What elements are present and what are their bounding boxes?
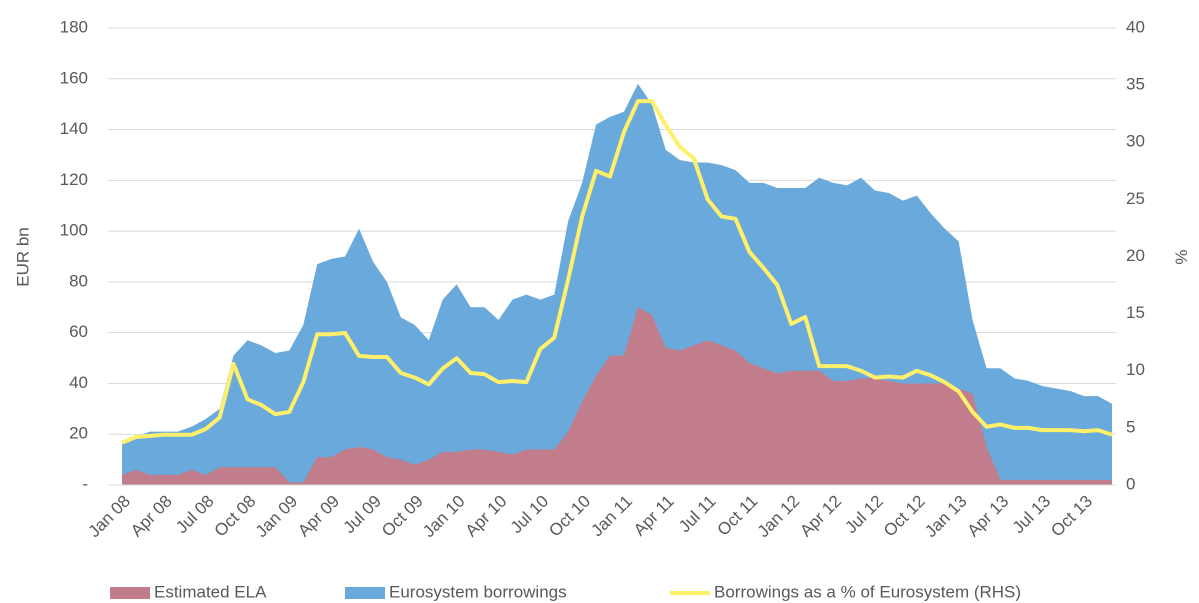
y-tick-label: 120 bbox=[60, 170, 88, 189]
y2-axis-label: % bbox=[1172, 249, 1191, 264]
area bbox=[122, 307, 1112, 485]
x-tick-label: Jan 11 bbox=[587, 492, 636, 541]
y-tick-label: - bbox=[82, 474, 88, 493]
x-tick-label: Apr 13 bbox=[964, 492, 1013, 541]
x-tick-label: Apr 09 bbox=[294, 492, 343, 541]
x-tick-label: Jul 12 bbox=[841, 492, 887, 538]
y2-tick-label: 10 bbox=[1126, 360, 1145, 379]
y-tick-label: 180 bbox=[60, 17, 88, 36]
legend-swatch bbox=[110, 587, 150, 599]
y2-tick-label: 5 bbox=[1126, 417, 1135, 436]
y2-tick-label: 35 bbox=[1126, 75, 1145, 94]
x-tick-label: Jul 13 bbox=[1009, 492, 1055, 538]
x-tick-label: Apr 12 bbox=[796, 492, 845, 541]
y-tick-label: 20 bbox=[69, 424, 88, 443]
x-tick-label: Oct 11 bbox=[714, 492, 762, 540]
x-tick-label: Jul 11 bbox=[675, 492, 720, 537]
x-tick-label: Jul 08 bbox=[172, 492, 218, 538]
x-tick-label: Jan 13 bbox=[921, 492, 971, 542]
y-tick-label: 100 bbox=[60, 221, 88, 240]
legend-swatch bbox=[345, 587, 385, 599]
y2-tick-label: 20 bbox=[1126, 246, 1145, 265]
x-tick-label: Oct 10 bbox=[545, 492, 594, 541]
y2-tick-label: 25 bbox=[1126, 189, 1145, 208]
y-tick-label: 40 bbox=[69, 373, 88, 392]
y2-tick-label: 40 bbox=[1126, 17, 1145, 36]
x-tick-label: Apr 10 bbox=[462, 492, 511, 541]
x-tick-label: Jul 09 bbox=[339, 492, 385, 538]
y-tick-label: 80 bbox=[69, 271, 88, 290]
x-tick-label: Oct 09 bbox=[378, 492, 427, 541]
x-tick-label: Oct 13 bbox=[1047, 492, 1096, 541]
x-tick-label: Jan 08 bbox=[84, 492, 134, 542]
x-tick-label: Jan 12 bbox=[754, 492, 804, 542]
x-tick-label: Oct 08 bbox=[211, 492, 260, 541]
x-tick-label: Jan 10 bbox=[419, 492, 469, 542]
legend-label: Eurosystem borrowings bbox=[389, 582, 567, 601]
x-tick-label: Jul 10 bbox=[507, 492, 553, 538]
y-tick-label: 140 bbox=[60, 119, 88, 138]
x-tick-label: Apr 08 bbox=[127, 492, 176, 541]
x-tick-label: Apr 11 bbox=[630, 492, 678, 540]
x-tick-label: Oct 12 bbox=[880, 492, 929, 541]
y2-tick-label: 30 bbox=[1126, 132, 1145, 151]
legend-label: Borrowings as a % of Eurosystem (RHS) bbox=[714, 582, 1021, 601]
y-tick-label: 160 bbox=[60, 68, 88, 87]
line bbox=[121, 99, 1113, 445]
legend-label: Estimated ELA bbox=[154, 582, 267, 601]
y2-tick-label: 15 bbox=[1126, 303, 1145, 322]
x-tick-label: Jan 09 bbox=[252, 492, 302, 542]
y-tick-label: 60 bbox=[69, 322, 88, 341]
y-axis-label: EUR bn bbox=[13, 227, 32, 287]
y2-tick-label: 0 bbox=[1126, 474, 1135, 493]
